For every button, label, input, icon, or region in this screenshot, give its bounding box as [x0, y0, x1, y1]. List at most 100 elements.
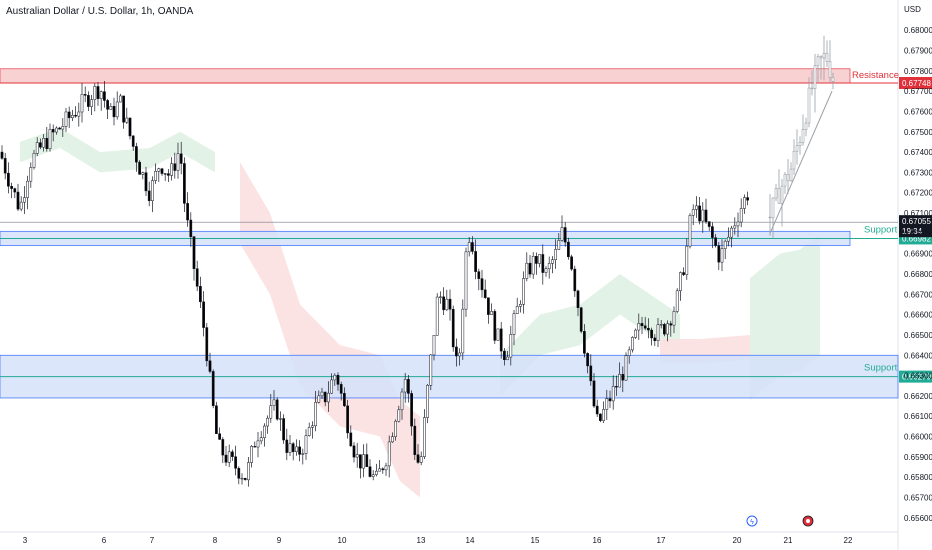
- candle-body: [173, 163, 177, 171]
- candle-body: [413, 425, 417, 455]
- candle-body: [122, 95, 125, 123]
- event-markers[interactable]: ϟ: [746, 515, 814, 527]
- candle-body: [237, 468, 241, 479]
- candle-body: [151, 180, 154, 202]
- projection-candles: [768, 35, 835, 239]
- candle-body: [355, 454, 359, 458]
- zone-resistance: [0, 68, 851, 84]
- projection-body: [771, 197, 775, 219]
- time-tick-label: 16: [593, 536, 602, 545]
- candle-body: [275, 399, 279, 420]
- candle-body: [410, 393, 413, 427]
- candle-body: [669, 323, 673, 326]
- candle-body: [154, 170, 157, 181]
- candle-body: [32, 153, 36, 168]
- candle-body: [458, 352, 461, 357]
- projection-body: [816, 56, 820, 66]
- candle-body: [467, 242, 471, 253]
- price-axis[interactable]: 0.68000 0.67900 0.67800 0.67700 0.67600 0.675…: [904, 26, 932, 523]
- price-tick-label: 0.66700: [904, 290, 932, 299]
- time-tick-label: 22: [844, 536, 853, 545]
- zone-label: Resistance: [852, 70, 899, 81]
- candle-body: [442, 296, 445, 311]
- candle-body: [647, 327, 650, 331]
- candle-body: [685, 245, 689, 275]
- candle-body: [205, 327, 209, 362]
- candle-body: [90, 99, 93, 107]
- candle-body: [522, 278, 525, 305]
- candle-body: [583, 331, 586, 354]
- candle-body: [714, 237, 717, 246]
- candle-body: [695, 205, 698, 210]
- candle-body: [199, 286, 202, 303]
- price-tick-label: 0.67600: [904, 107, 932, 116]
- candle-body: [483, 289, 487, 298]
- candle-body: [87, 95, 90, 107]
- time-tick-label: 8: [213, 536, 218, 545]
- candle-body: [7, 172, 10, 187]
- projection-body: [822, 52, 826, 59]
- price-tick-label: 0.66900: [904, 250, 932, 259]
- cloud-green: [500, 274, 680, 396]
- candle-body: [701, 209, 705, 222]
- grid: [0, 0, 899, 550]
- candle-body: [138, 161, 141, 175]
- candle-body: [115, 101, 119, 118]
- price-tick-label: 0.65800: [904, 473, 932, 482]
- zone-label: Support: [864, 363, 898, 374]
- candle-body: [64, 111, 68, 127]
- price-tick-label: 0.67900: [904, 46, 932, 55]
- price-tick-label: 0.66200: [904, 392, 932, 401]
- projection-body: [801, 129, 805, 143]
- candle-body: [208, 360, 212, 372]
- candle-body: [263, 425, 266, 438]
- candle-body: [592, 380, 596, 407]
- candle-body: [544, 268, 548, 273]
- candle-body: [279, 418, 282, 420]
- candle-body: [323, 391, 327, 403]
- chart-title: Australian Dollar / U.S. Dollar, 1h, OAN…: [6, 6, 194, 17]
- candle-body: [141, 172, 145, 175]
- candle-body: [77, 111, 81, 117]
- price-tick-label: 0.67500: [904, 128, 932, 137]
- candle-body: [403, 379, 407, 393]
- candle-body: [560, 227, 564, 241]
- candle-body: [269, 405, 273, 419]
- price-tick-label: 0.66100: [904, 412, 932, 421]
- candle-body: [579, 307, 583, 332]
- candle-body: [733, 225, 737, 229]
- candle-body: [432, 335, 436, 356]
- candle-body: [663, 324, 666, 335]
- current-price-label: 0.67055: [902, 217, 931, 226]
- candle-body: [13, 188, 17, 193]
- candle-body: [461, 308, 465, 354]
- candle-body: [493, 311, 497, 341]
- candle-body: [23, 197, 26, 203]
- candle-body: [688, 215, 692, 247]
- candle-body: [717, 245, 721, 263]
- candle-body: [247, 462, 250, 481]
- candle-body: [106, 100, 109, 110]
- candle-body: [375, 470, 378, 475]
- candle-body: [711, 226, 714, 238]
- candle-body: [157, 168, 161, 172]
- time-axis[interactable]: 3 6 7 8 9 10 13 14 15 16 17 20 21 22: [23, 536, 853, 545]
- candle-body: [570, 256, 573, 270]
- candle-body: [256, 440, 260, 448]
- time-tick-label: 13: [417, 536, 426, 545]
- candle-body: [365, 454, 369, 468]
- candle-body: [10, 185, 13, 189]
- candle-body: [723, 240, 727, 249]
- candle-body: [464, 251, 468, 310]
- candle-body: [503, 350, 506, 361]
- candle-body: [672, 311, 676, 326]
- candle-body: [423, 417, 426, 457]
- candle-body: [327, 392, 330, 403]
- candle-body: [99, 91, 103, 99]
- candle-body: [567, 241, 570, 258]
- candle-body: [346, 405, 349, 434]
- candle-body: [240, 477, 244, 480]
- candle-body: [471, 242, 474, 252]
- price-tick-label: 0.65600: [904, 514, 932, 523]
